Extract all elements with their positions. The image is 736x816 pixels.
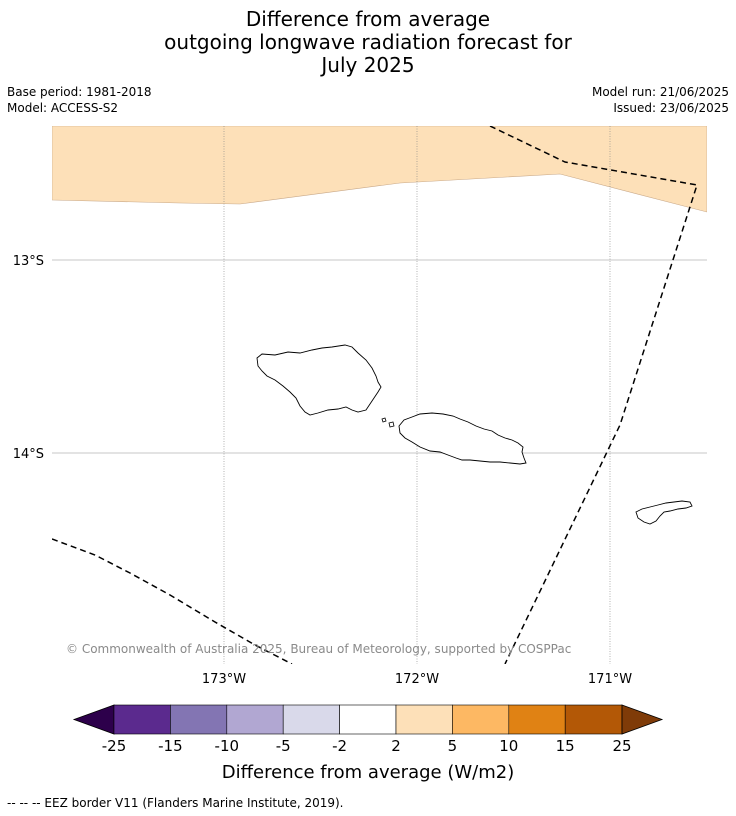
colorbar-tick-1: -25 xyxy=(102,737,127,755)
lat-label-14s: 14°S xyxy=(13,447,44,462)
island-savaii xyxy=(256,344,382,416)
title-line-3: July 2025 xyxy=(321,53,415,77)
eez-border-east xyxy=(489,126,698,664)
title-line-1: Difference from average xyxy=(245,7,491,31)
colorbar-segment-3 xyxy=(226,704,284,735)
chart-title: Difference from average outgoing longwav… xyxy=(0,8,736,77)
map-area: © Commonwealth of Australia 2025, Bureau… xyxy=(52,126,707,664)
lon-label-172w: 172°W xyxy=(395,672,439,687)
colorbar-tick-10: 25 xyxy=(612,737,631,755)
colorbar-segment-6 xyxy=(395,704,453,735)
colorbar-segment-4 xyxy=(282,704,340,735)
colorbar-tick-7: 5 xyxy=(448,737,458,755)
colorbar-tick-2: -15 xyxy=(158,737,183,755)
colorbar-tick-8: 10 xyxy=(499,737,518,755)
issued-date: Issued: 23/06/2025 xyxy=(613,101,729,115)
colorbar-title: Difference from average (W/m2) xyxy=(222,762,514,783)
colorbar-over-arrow xyxy=(621,704,664,735)
colorbar-segment-9 xyxy=(564,704,623,735)
copyright-notice: © Commonwealth of Australia 2025, Bureau… xyxy=(66,642,571,656)
lon-label-173w: 173°W xyxy=(202,672,246,687)
eez-border-southwest xyxy=(52,538,293,664)
meta-right: Model run: 21/06/2025 Issued: 23/06/2025 xyxy=(592,84,729,116)
colorbar-segment-5 xyxy=(339,704,397,735)
base-period: Base period: 1981-2018 xyxy=(7,85,152,99)
colorbar-segment-1 xyxy=(113,704,171,735)
colorbar-tick-5: -2 xyxy=(332,737,347,755)
island-upolu xyxy=(398,412,527,465)
meta-left: Base period: 1981-2018 Model: ACCESS-S2 xyxy=(7,84,152,116)
island-manono xyxy=(388,421,395,428)
colorbar-segment-2 xyxy=(170,704,228,735)
colorbar-tick-4: -5 xyxy=(276,737,291,755)
colorbar-tick-9: 15 xyxy=(556,737,575,755)
lat-label-13s: 13°S xyxy=(13,254,44,269)
model-name: Model: ACCESS-S2 xyxy=(7,101,119,115)
title-line-2: outgoing longwave radiation forecast for xyxy=(164,30,572,54)
colorbar-tick-3: -10 xyxy=(215,737,240,755)
colorbar-tick-6: 2 xyxy=(391,737,401,755)
colorbar: -25 -15 -10 -5 -2 2 5 10 15 25 Differenc… xyxy=(72,704,664,783)
colorbar-segment-7 xyxy=(452,704,510,735)
island-tutuila xyxy=(635,500,693,525)
island-apolima xyxy=(381,417,387,423)
model-run: Model run: 21/06/2025 xyxy=(591,85,729,99)
colorbar-segment-8 xyxy=(508,704,566,735)
eez-legend-note: -- -- -- EEZ border V11 (Flanders Marine… xyxy=(7,796,344,810)
lon-label-171w: 171°W xyxy=(588,672,632,687)
colorbar-under-arrow xyxy=(72,704,115,735)
anomaly-fill-2-5 xyxy=(52,126,707,213)
